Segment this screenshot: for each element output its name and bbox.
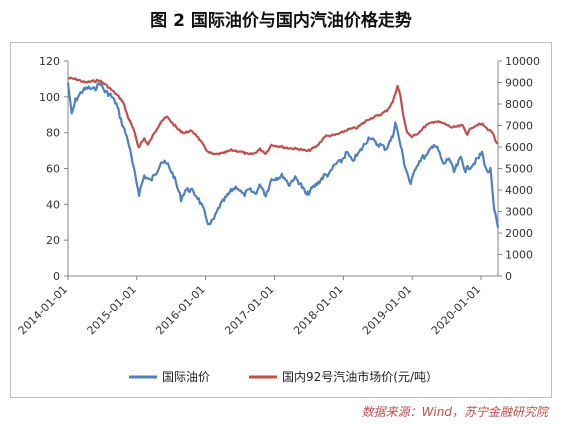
y-left-tick-label: 40 [46, 198, 60, 211]
y-right-tick-label: 5000 [505, 163, 533, 176]
y-right-tick-label: 1000 [505, 249, 533, 262]
line-chart: 0 20 40 60 80 100 120 0 1000 2000 3000 4000 5000 6000… [16, 55, 540, 384]
x-tick-label: 2020-01-01 [429, 283, 483, 337]
y-left-tick-label: 80 [46, 127, 60, 140]
y-left-tick-label: 20 [46, 234, 60, 247]
legend-label-domestic-gasoline: 国内92号汽油市场价(元/吨） [282, 369, 438, 384]
y-right-tick-label: 8000 [505, 98, 533, 111]
y-right-tick-label: 9000 [505, 77, 533, 90]
chart-container: 0 20 40 60 80 100 120 0 1000 2000 3000 4000 5000 6000… [10, 42, 552, 398]
chart-title: 图 2 国际油价与国内汽油价格走势 [150, 11, 412, 31]
y-right-tick-label: 10000 [505, 55, 540, 68]
data-source-note: 数据来源：Wind，苏宁金融研究院 [361, 405, 548, 419]
y-left-tick-label: 100 [39, 91, 60, 104]
y-left-tick-label: 60 [46, 163, 60, 176]
y-right-tick-label: 7000 [505, 120, 533, 133]
x-tick-label: 2016-01-01 [153, 283, 207, 337]
y-right-tick-label: 2000 [505, 227, 533, 240]
x-tick-label: 2019-01-01 [360, 283, 414, 337]
y-left-tick-label: 120 [39, 55, 60, 68]
y-right-tick-label: 3000 [505, 206, 533, 219]
x-tick-label: 2015-01-01 [85, 283, 139, 337]
legend-label-intl-oil: 国际油价 [162, 370, 210, 384]
x-tick-label: 2014-01-01 [16, 283, 70, 337]
series-line-intl-oil [66, 82, 500, 228]
y-right-tick-label: 6000 [505, 141, 533, 154]
x-tick-label: 2018-01-01 [291, 283, 345, 337]
y-right-tick-label: 4000 [505, 184, 533, 197]
x-tick-label: 2017-01-01 [222, 283, 276, 337]
y-right-tick-label: 0 [505, 270, 512, 283]
series-line-domestic-gasoline [67, 76, 499, 156]
y-left-tick-label: 0 [53, 270, 60, 283]
